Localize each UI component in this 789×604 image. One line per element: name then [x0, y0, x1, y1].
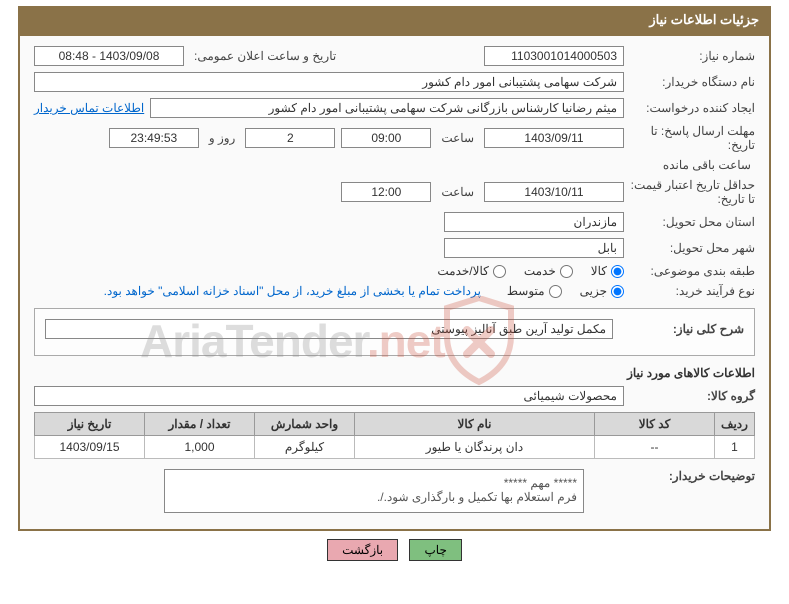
- reply-deadline-label: مهلت ارسال پاسخ: تا تاریخ:: [630, 124, 755, 152]
- province-value: مازندران: [444, 212, 624, 232]
- radio-service-label: خدمت: [524, 264, 556, 278]
- row-buyer-org: نام دستگاه خریدار: شرکت سهامی پشتیبانی ا…: [34, 72, 755, 92]
- reply-time: 09:00: [341, 128, 431, 148]
- row-buytype: نوع فرآیند خرید: جزیی متوسط پرداخت تمام …: [34, 284, 755, 298]
- td-name: دان پرندگان یا طیور: [355, 436, 595, 459]
- goods-info-title: اطلاعات کالاهای مورد نیاز: [34, 366, 755, 380]
- city-label: شهر محل تحویل:: [630, 241, 755, 255]
- description-box: شرح کلی نیاز: مکمل تولید آرین طبق آنالیز…: [34, 308, 755, 356]
- row-goods-group: گروه کالا: محصولات شیمیائی: [34, 386, 755, 406]
- validity-time: 12:00: [341, 182, 431, 202]
- td-code: --: [595, 436, 715, 459]
- th-idx: ردیف: [715, 413, 755, 436]
- countdown-timer: 23:49:53: [109, 128, 199, 148]
- row-validity: حداقل تاریخ اعتبار قیمت: تا تاریخ: 1403/…: [34, 178, 755, 206]
- radio-medium-label: متوسط: [507, 284, 545, 298]
- th-date: تاریخ نیاز: [35, 413, 145, 436]
- contact-buyer-link[interactable]: اطلاعات تماس خریدار: [34, 101, 144, 115]
- radio-partial-label: جزیی: [580, 284, 607, 298]
- td-unit: کیلوگرم: [255, 436, 355, 459]
- goods-table: ردیف کد کالا نام کالا واحد شمارش تعداد /…: [34, 412, 755, 459]
- radio-medium-input[interactable]: [549, 285, 562, 298]
- announce-label: تاریخ و ساعت اعلان عمومی:: [190, 49, 340, 63]
- radio-partial[interactable]: جزیی: [580, 284, 624, 298]
- print-button[interactable]: چاپ: [409, 539, 461, 561]
- page-header: جزئیات اطلاعات نیاز: [18, 6, 771, 34]
- buyer-notes-line2b: فرم استعلام بها تکمیل و بارگذاری شود./.: [171, 490, 577, 504]
- days-and-label: روز و: [205, 131, 240, 145]
- buyer-org-value: شرکت سهامی پشتیبانی امور دام کشور: [34, 72, 624, 92]
- main-panel: AriaTender.net شماره نیاز: 1103001014000…: [18, 34, 771, 531]
- validity-date: 1403/10/11: [484, 182, 624, 202]
- desc-label: شرح کلی نیاز:: [619, 322, 744, 336]
- province-label: استان محل تحویل:: [630, 215, 755, 229]
- row-category: طبقه بندی موضوعی: کالا خدمت کالا/خدمت: [34, 264, 755, 278]
- desc-value: مکمل تولید آرین طبق آنالیز پیوستی: [45, 319, 613, 339]
- radio-partial-input[interactable]: [611, 285, 624, 298]
- row-need-number: شماره نیاز: 1103001014000503 تاریخ و ساع…: [34, 46, 755, 66]
- days-value: 2: [245, 128, 335, 148]
- page-title: جزئیات اطلاعات نیاز: [649, 12, 759, 27]
- buyer-notes-label: توضیحات خریدار:: [630, 469, 755, 483]
- buytype-radio-group: جزیی متوسط: [507, 284, 624, 298]
- row-description: شرح کلی نیاز: مکمل تولید آرین طبق آنالیز…: [45, 319, 744, 339]
- th-unit: واحد شمارش: [255, 413, 355, 436]
- radio-goods[interactable]: کالا: [591, 264, 624, 278]
- row-buyer-notes: توضیحات خریدار: ***** مهم ***** فرم استع…: [34, 469, 755, 513]
- radio-goods-label: کالا: [591, 264, 607, 278]
- validity-label: حداقل تاریخ اعتبار قیمت: تا تاریخ:: [630, 178, 755, 206]
- row-city: شهر محل تحویل: بابل: [34, 238, 755, 258]
- buyer-notes-box: ***** مهم ***** فرم استعلام بها تکمیل و …: [164, 469, 584, 513]
- radio-both[interactable]: کالا/خدمت: [437, 264, 505, 278]
- remain-label: ساعت باقی مانده: [659, 158, 755, 172]
- td-qty: 1,000: [145, 436, 255, 459]
- radio-medium[interactable]: متوسط: [507, 284, 562, 298]
- buyer-notes-line1: ***** مهم *****: [171, 476, 577, 490]
- button-row: چاپ بازگشت: [0, 539, 789, 561]
- category-radio-group: کالا خدمت کالا/خدمت: [437, 264, 624, 278]
- table-row: 1 -- دان پرندگان یا طیور کیلوگرم 1,000 1…: [35, 436, 755, 459]
- radio-service[interactable]: خدمت: [524, 264, 573, 278]
- goods-group-value: محصولات شیمیائی: [34, 386, 624, 406]
- th-name: نام کالا: [355, 413, 595, 436]
- category-label: طبقه بندی موضوعی:: [630, 264, 755, 278]
- at-label-1: ساعت: [437, 131, 478, 145]
- radio-goods-input[interactable]: [611, 265, 624, 278]
- radio-service-input[interactable]: [560, 265, 573, 278]
- buyer-org-label: نام دستگاه خریدار:: [630, 75, 755, 89]
- city-value: بابل: [444, 238, 624, 258]
- row-reply-deadline: مهلت ارسال پاسخ: تا تاریخ: 1403/09/11 سا…: [34, 124, 755, 172]
- goods-group-label: گروه کالا:: [630, 389, 755, 403]
- th-code: کد کالا: [595, 413, 715, 436]
- table-header-row: ردیف کد کالا نام کالا واحد شمارش تعداد /…: [35, 413, 755, 436]
- back-button[interactable]: بازگشت: [327, 539, 398, 561]
- need-number-value: 1103001014000503: [484, 46, 624, 66]
- payment-note: پرداخت تمام یا بخشی از مبلغ خرید، از محل…: [104, 284, 481, 298]
- row-province: استان محل تحویل: مازندران: [34, 212, 755, 232]
- th-qty: تعداد / مقدار: [145, 413, 255, 436]
- radio-both-input[interactable]: [493, 265, 506, 278]
- need-number-label: شماره نیاز:: [630, 49, 755, 63]
- td-idx: 1: [715, 436, 755, 459]
- requester-label: ایجاد کننده درخواست:: [630, 101, 755, 115]
- row-requester: ایجاد کننده درخواست: میثم رضانیا کارشناس…: [34, 98, 755, 118]
- at-label-2: ساعت: [437, 185, 478, 199]
- requester-value: میثم رضانیا کارشناس بازرگانی شرکت سهامی …: [150, 98, 624, 118]
- announce-value: 1403/09/08 - 08:48: [34, 46, 184, 66]
- radio-both-label: کالا/خدمت: [437, 264, 488, 278]
- buytype-label: نوع فرآیند خرید:: [630, 284, 755, 298]
- td-date: 1403/09/15: [35, 436, 145, 459]
- reply-deadline-date: 1403/09/11: [484, 128, 624, 148]
